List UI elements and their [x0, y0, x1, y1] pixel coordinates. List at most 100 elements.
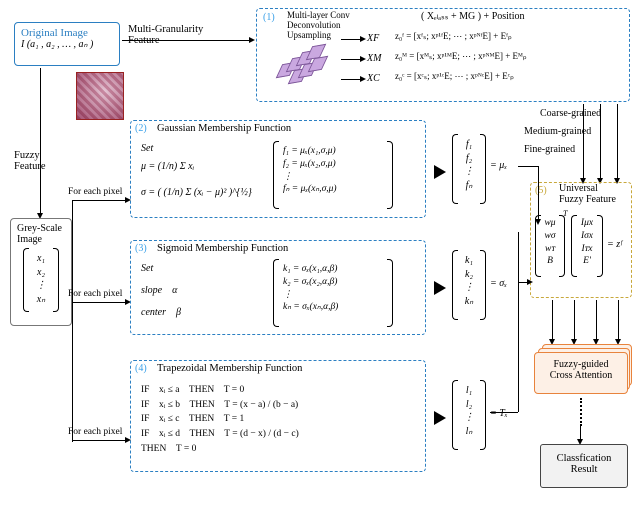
- sec3-center: center β: [141, 307, 181, 318]
- mg-feature-label: Multi-Granularity Feature: [128, 24, 203, 46]
- sec4-v2: l₂: [466, 399, 472, 410]
- sec4-vec: l₁ l₂ ⋮ lₙ: [452, 380, 486, 450]
- sec2-f2: f₂ = μₓ(x₂,σ,μ): [283, 159, 336, 169]
- fuzzy-guided-label: Fuzzy-guided Cross Attention: [535, 353, 627, 381]
- sec3-eq: = σₓ: [490, 278, 507, 289]
- sec3-slope: slope α: [141, 285, 177, 296]
- xf-label: XF: [367, 33, 379, 44]
- sec5-num: (5): [535, 185, 547, 196]
- arr-sig-to5: [518, 282, 528, 283]
- classification-label: Classfication Result: [545, 453, 623, 475]
- sec3-num: (3): [135, 243, 147, 254]
- sec3-title: Sigmoid Membership Function: [157, 243, 288, 254]
- branch-to-sec3: [72, 302, 126, 303]
- gs-x1: x₁: [37, 253, 45, 264]
- arrow-sec3-out: [436, 282, 446, 294]
- merge-vert: [518, 232, 519, 412]
- sec5-r2: Iᴛx: [582, 244, 593, 254]
- r3: IF xᵢ ≤ d THEN T = (d − x) / (d − c): [141, 429, 299, 439]
- arr-t-to5: [490, 412, 518, 413]
- sec5-l2: wᴛ: [545, 244, 555, 254]
- original-image-title: Original Image: [21, 27, 113, 39]
- sec2-mu: μ = (1/n) Σ xᵢ: [141, 161, 194, 172]
- arr-5-down4: [618, 300, 619, 340]
- histology-thumbnail: [76, 72, 124, 120]
- arrow-xm: [341, 59, 361, 60]
- arr-mu-to5: [518, 166, 538, 167]
- arr-mu-to5-d: [538, 166, 539, 220]
- arrow-down-fuzzy: [40, 68, 41, 214]
- arr-5-down3: [596, 300, 597, 340]
- branch-vert-up: [72, 200, 73, 272]
- gs-xn: xₙ: [37, 294, 45, 305]
- r1: IF xᵢ ≤ b THEN T = (x − a) / (b − a): [141, 400, 298, 410]
- sec2-fdots: ⋮: [283, 172, 293, 182]
- arrow-to-result: [580, 426, 581, 440]
- conv-label: Multi-layer Conv Deconvolution Upsamplin…: [287, 11, 350, 41]
- sec2-v2: f₂: [466, 153, 472, 164]
- gaussian-box: (2) Gaussian Membership Function Set μ =…: [130, 120, 426, 218]
- medium-label: Medium-grained: [524, 126, 591, 137]
- sec2-f1: f₁ = μₓ(x₁,σ,μ): [283, 146, 336, 156]
- sec3-vec: k₁ k₂ ⋮ kₙ: [452, 250, 486, 320]
- xc-label: XC: [367, 73, 380, 84]
- topright-title: ( Xₑₗₐₛₛ + MG ) + Position: [421, 11, 524, 22]
- sec5-l0: wμ: [544, 218, 555, 228]
- sec3-k1: k₁ = σₓ(x₁,α,β): [283, 264, 337, 274]
- conv-grid-icon: [279, 43, 339, 85]
- fuzzy-feature-label: Fuzzy Feature: [14, 150, 46, 172]
- foreach-2: For each pixel: [68, 187, 122, 197]
- r4: THEN T = 0: [141, 444, 196, 454]
- z-line-1: z₀ᴹ = [xᴹₛ; xᵖ¹ᴹE; ⋯ ; xᵖᴺᴹE] + Eᴹₚ: [395, 51, 527, 62]
- coarse-label: Coarse-grained: [540, 108, 601, 119]
- z-line-0: z₀ᶠ = [xᶠₛ; xᵖ¹ᶠE; ⋯ ; xᵖᴺᶠE] + Eᶠₚ: [395, 31, 512, 42]
- sec2-fn: fₙ = μₓ(xₙ,σ,μ): [283, 184, 337, 194]
- greyscale-box: Grey-Scale Image x₁ x₂ ⋮ xₙ: [10, 218, 72, 326]
- section1-num: (1): [263, 12, 275, 23]
- sec5-eq: = zᶠ: [607, 239, 622, 250]
- conv-block: (1) Multi-layer Conv Deconvolution Upsam…: [256, 8, 630, 102]
- arrow-xc: [341, 79, 361, 80]
- greyscale-title: Grey-Scale Image: [17, 223, 65, 245]
- sec4-num: (4): [135, 363, 147, 374]
- gs-dots: ⋮: [36, 280, 46, 291]
- arrow-sec4-out: [436, 412, 446, 424]
- branch-to-sec2: [72, 200, 126, 201]
- sec3-vn: kₙ: [465, 296, 473, 307]
- sec3-set: Set: [141, 263, 153, 274]
- sec2-sigma: σ = ( (1/n) Σ (xᵢ − μ)² )^{½}: [141, 187, 252, 198]
- sec3-kn: kₙ = σₓ(xₙ,α,β): [283, 302, 338, 312]
- fuzzy-guided-box: Fuzzy-guided Cross Attention: [534, 352, 628, 394]
- trapezoidal-box: (4) Trapezoidal Membership Function IF x…: [130, 360, 426, 472]
- classification-box: Classfication Result: [540, 444, 628, 488]
- original-image-formula: I (a₁ , a₂ , … , aₙ ): [21, 39, 113, 50]
- sec5-r0: Iμx: [581, 218, 593, 228]
- dotted-arrow: [580, 398, 582, 426]
- sec2-num: (2): [135, 123, 147, 134]
- sec4-vd: ⋮: [464, 412, 474, 423]
- arrow-coarse: [617, 104, 618, 179]
- branch-to-sec4: [72, 440, 126, 441]
- sec3-v1: k₁: [465, 255, 473, 266]
- sec3-vd: ⋮: [464, 282, 474, 293]
- arrow-xf: [341, 39, 361, 40]
- sec4-title: Trapezoidal Membership Function: [157, 363, 302, 374]
- arr-5-down2: [574, 300, 575, 340]
- arr-5-down1: [552, 300, 553, 340]
- sec3-k2: k₂ = σₓ(x₂,α,β): [283, 277, 337, 287]
- original-image-box: Original Image I (a₁ , a₂ , … , aₙ ): [14, 22, 120, 66]
- r0: IF xᵢ ≤ a THEN T = 0: [141, 385, 244, 395]
- sec5-T: T: [563, 209, 567, 218]
- foreach-4: For each pixel: [68, 427, 122, 437]
- sec4-eq: = Tₓ: [490, 408, 508, 419]
- sec5-l1: wσ: [544, 231, 555, 241]
- sec4-rules: IF xᵢ ≤ a THEN T = 0 IF xᵢ ≤ b THEN T = …: [141, 383, 299, 457]
- sec5-title: Universal Fuzzy Feature: [559, 183, 616, 205]
- gs-x2: x₂: [37, 267, 45, 278]
- sec3-kd: ⋮: [283, 290, 293, 300]
- sec2-vd: ⋮: [464, 166, 474, 177]
- sec2-eq: = μₓ: [490, 160, 507, 171]
- sigmoid-box: (3) Sigmoid Membership Function Set slop…: [130, 240, 426, 335]
- sec4-vn: lₙ: [466, 426, 473, 437]
- z-line-2: z₀ᶜ = [xᶜₛ; xᵖ¹ᶜE; ⋯ ; xᵖᴺᶜE] + Eᶜₚ: [395, 71, 514, 82]
